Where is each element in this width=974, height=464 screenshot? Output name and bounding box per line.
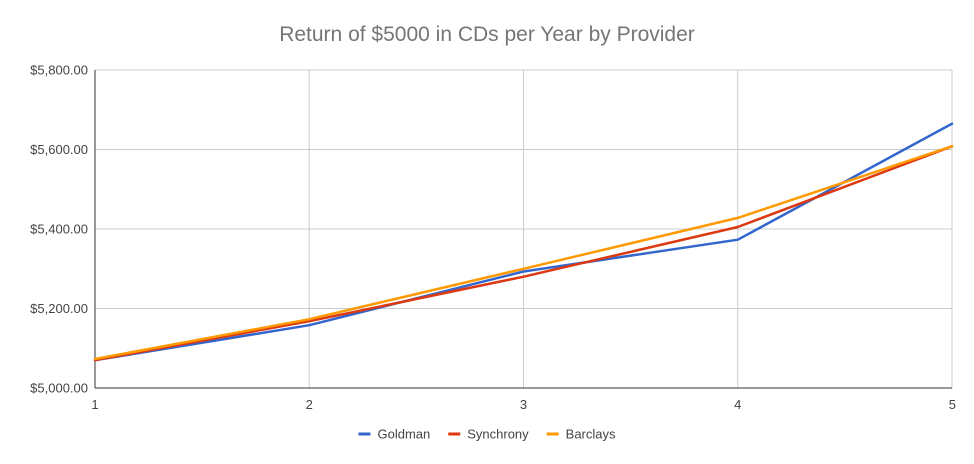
series-line-barclays [93,145,954,361]
tick-labels: $5,000.00 $5,200.00 $5,400.00 $5,600.00 $5,8… [30,63,956,413]
legend-label: Barclays [566,427,616,442]
legend: Goldman Synchrony Barclays [358,427,616,442]
gridlines [95,69,953,388]
y-tick-label: $5,000.00 [30,381,88,396]
x-tick-label: 2 [306,397,313,412]
legend-swatch [546,432,559,436]
x-tick-label: 4 [734,397,741,412]
legend-swatch [448,432,461,436]
y-tick-label: $5,200.00 [30,301,88,316]
legend-item-synchrony[interactable]: Synchrony [448,427,529,442]
y-tick-label: $5,400.00 [30,222,88,237]
legend-label: Goldman [377,427,430,442]
legend-swatch [358,432,371,436]
x-tick-label: 3 [520,397,527,412]
series-lines [93,122,954,362]
legend-item-barclays[interactable]: Barclays [546,427,616,442]
series-line-synchrony [93,145,954,362]
y-tick-label: $5,600.00 [30,142,88,157]
legend-label: Synchrony [467,427,529,442]
legend-item-goldman[interactable]: Goldman [358,427,430,442]
y-tick-label: $5,800.00 [30,63,88,78]
chart-title: Return of $5000 in CDs per Year by Provi… [279,23,695,46]
axes [94,70,952,389]
x-tick-label: 1 [91,397,98,412]
x-tick-label: 5 [949,397,956,412]
